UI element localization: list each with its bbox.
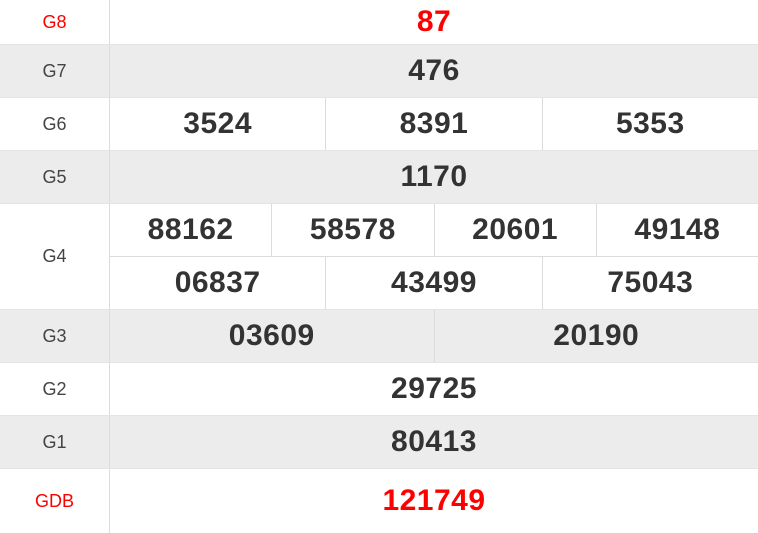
prize-values-g8: 87 <box>110 0 758 44</box>
table-row-gdb: GDB 121749 <box>0 469 758 533</box>
prize-label-g5: G5 <box>0 151 110 203</box>
table-row-g5: G5 1170 <box>0 151 758 204</box>
prize-values-g1: 80413 <box>110 416 758 468</box>
prize-number-g5: 1170 <box>400 160 468 193</box>
table-row-g2: G2 29725 <box>0 363 758 416</box>
prize-values-gdb: 121749 <box>110 469 758 533</box>
prize-number-g4-3: 20601 <box>433 204 596 256</box>
prize-label-g2: G2 <box>0 363 110 415</box>
prize-number-g4-5: 06837 <box>174 266 261 299</box>
prize-number-g8: 87 <box>416 5 452 38</box>
prize-number-g4-2: 58578 <box>271 204 433 256</box>
prize-values-g4: 88162 58578 20601 49148 06837 43499 7504… <box>110 204 758 309</box>
prize-number-gdb: 121749 <box>382 484 486 517</box>
prize-number-g4-4: 49148 <box>595 204 758 256</box>
prize-label-g6: G6 <box>0 98 110 150</box>
prize-values-g2: 29725 <box>110 363 758 415</box>
table-row-g8: G8 87 <box>0 0 758 45</box>
prize-values-g7: 476 <box>110 45 758 97</box>
table-row-g1: G1 80413 <box>0 416 758 469</box>
prize-label-g7: G7 <box>0 45 110 97</box>
table-row-g7: G7 476 <box>0 45 758 98</box>
prize-number-g6-1: 3524 <box>183 107 253 140</box>
table-row-g4: G4 88162 58578 20601 49148 06837 43499 7… <box>0 204 758 310</box>
prize-number-g7: 476 <box>408 54 460 87</box>
prize-values-g4-row1: 88162 58578 20601 49148 <box>110 204 758 256</box>
prize-number-g3-2: 20190 <box>433 310 758 362</box>
prize-values-g6: 3524 8391 5353 <box>110 98 758 150</box>
prize-number-g3-1: 03609 <box>228 319 315 352</box>
prize-label-g8: G8 <box>0 0 110 44</box>
prize-number-g6-3: 5353 <box>541 98 758 150</box>
table-row-g6: G6 3524 8391 5353 <box>0 98 758 151</box>
table-row-g3: G3 03609 20190 <box>0 310 758 363</box>
prize-number-g1: 80413 <box>391 425 477 458</box>
prize-number-g6-2: 8391 <box>325 98 541 150</box>
prize-values-g3: 03609 20190 <box>110 310 758 362</box>
prize-label-gdb: GDB <box>0 469 110 533</box>
prize-number-g2: 29725 <box>391 372 477 405</box>
prize-values-g5: 1170 <box>110 151 758 203</box>
prize-number-g4-6: 43499 <box>325 257 541 309</box>
prize-values-g4-row2: 06837 43499 75043 <box>110 256 758 309</box>
prize-number-g4-1: 88162 <box>147 213 234 246</box>
prize-label-g1: G1 <box>0 416 110 468</box>
prize-label-g4: G4 <box>0 204 110 309</box>
prize-number-g4-7: 75043 <box>541 257 758 309</box>
prize-label-g3: G3 <box>0 310 110 362</box>
